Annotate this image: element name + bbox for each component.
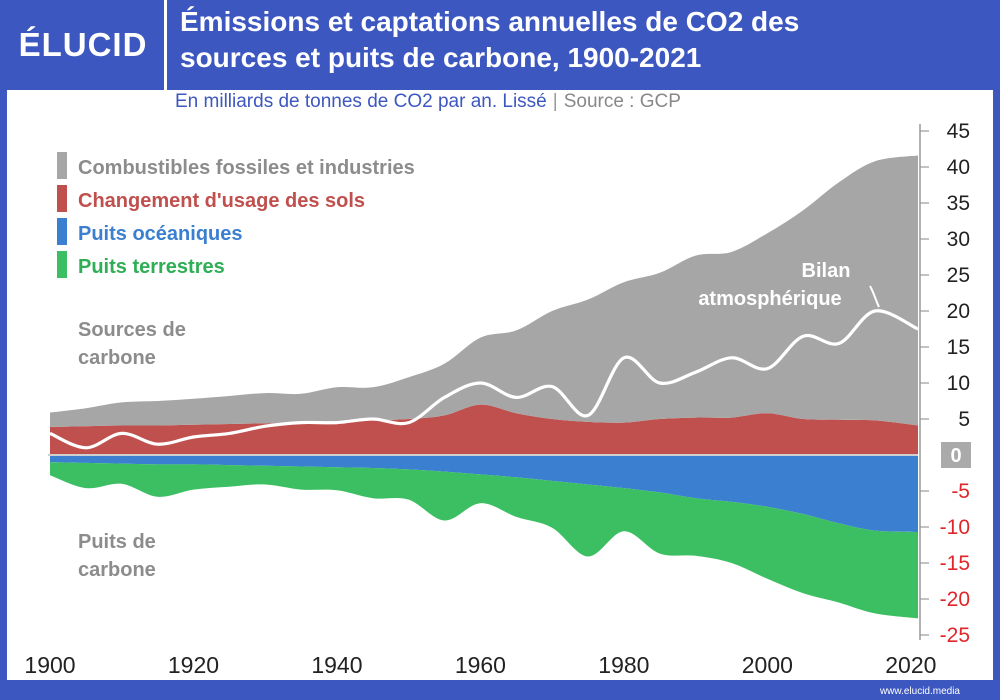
x-tick-label: 1920 — [168, 652, 219, 678]
y-tick-label: -25 — [940, 624, 970, 647]
sinks-annotation: Puits de — [78, 531, 156, 553]
atmos-annotation-leader — [869, 285, 880, 308]
y-tick-label: -20 — [940, 588, 970, 611]
y-tick-label: 35 — [947, 192, 970, 215]
legend-label: Puits terrestres — [78, 256, 225, 278]
chart-subtitle: En milliards de tonnes de CO2 par an. Li… — [175, 91, 681, 113]
land-use-area — [50, 404, 918, 455]
subtitle-units: En milliards de tonnes de CO2 par an. Li… — [175, 91, 547, 112]
atmos-annotation: Bilan — [802, 260, 851, 282]
sources-annotation: Sources de — [78, 319, 186, 341]
y-tick-label: -10 — [940, 516, 970, 539]
legend-label: Combustibles fossiles et industries — [78, 157, 415, 179]
sources-annotation: carbone — [78, 347, 156, 369]
brand-logo: ÉLUCID — [18, 26, 148, 63]
x-tick-label: 1980 — [598, 652, 649, 678]
chart-title: Émissions et captations annuelles de CO2… — [180, 4, 990, 76]
x-tick-label: 1960 — [455, 652, 506, 678]
x-tick-label: 2000 — [742, 652, 793, 678]
y-tick-label: 25 — [947, 264, 970, 287]
y-tick-label: 30 — [947, 228, 970, 251]
fossil-area — [50, 155, 918, 427]
y-tick-label: 40 — [947, 156, 970, 179]
legend-label: Changement d'usage des sols — [78, 190, 365, 212]
title-line-1: Émissions et captations annuelles de CO2… — [180, 6, 800, 37]
logo-divider — [164, 0, 167, 90]
y-tick-label: 15 — [947, 336, 970, 359]
legend-swatch — [57, 251, 67, 278]
legend-label: Puits océaniques — [78, 223, 243, 245]
y-tick-label: 45 — [947, 120, 970, 143]
y-tick-label: 10 — [947, 372, 970, 395]
y-tick-label: 5 — [958, 408, 970, 431]
y-tick-label: 20 — [947, 300, 970, 323]
sinks-annotation: carbone — [78, 559, 156, 581]
y-zero-label-box — [941, 442, 971, 468]
y-tick-label: 0 — [950, 445, 961, 467]
legend-swatch — [57, 218, 67, 245]
legend-swatch — [57, 185, 67, 212]
x-tick-label: 1900 — [24, 652, 75, 678]
y-tick-label: -5 — [951, 480, 970, 503]
atmos-annotation: atmosphérique — [698, 288, 841, 310]
title-line-2: sources et puits de carbone, 1900-2021 — [180, 42, 702, 73]
legend-swatch — [57, 152, 67, 179]
subtitle-separator: | — [552, 91, 558, 112]
ocean-sink-area — [50, 455, 918, 532]
atmospheric-balance-line — [49, 309, 919, 450]
x-tick-label: 1940 — [311, 652, 362, 678]
header-band: ÉLUCID Émissions et captations annuelles… — [0, 0, 1000, 90]
land-sink-area — [50, 462, 918, 619]
subtitle-source: Source : GCP — [563, 91, 681, 112]
y-tick-label: -15 — [940, 552, 970, 575]
x-tick-label: 2020 — [885, 652, 936, 678]
footer-url[interactable]: www.elucid.media — [879, 686, 960, 697]
